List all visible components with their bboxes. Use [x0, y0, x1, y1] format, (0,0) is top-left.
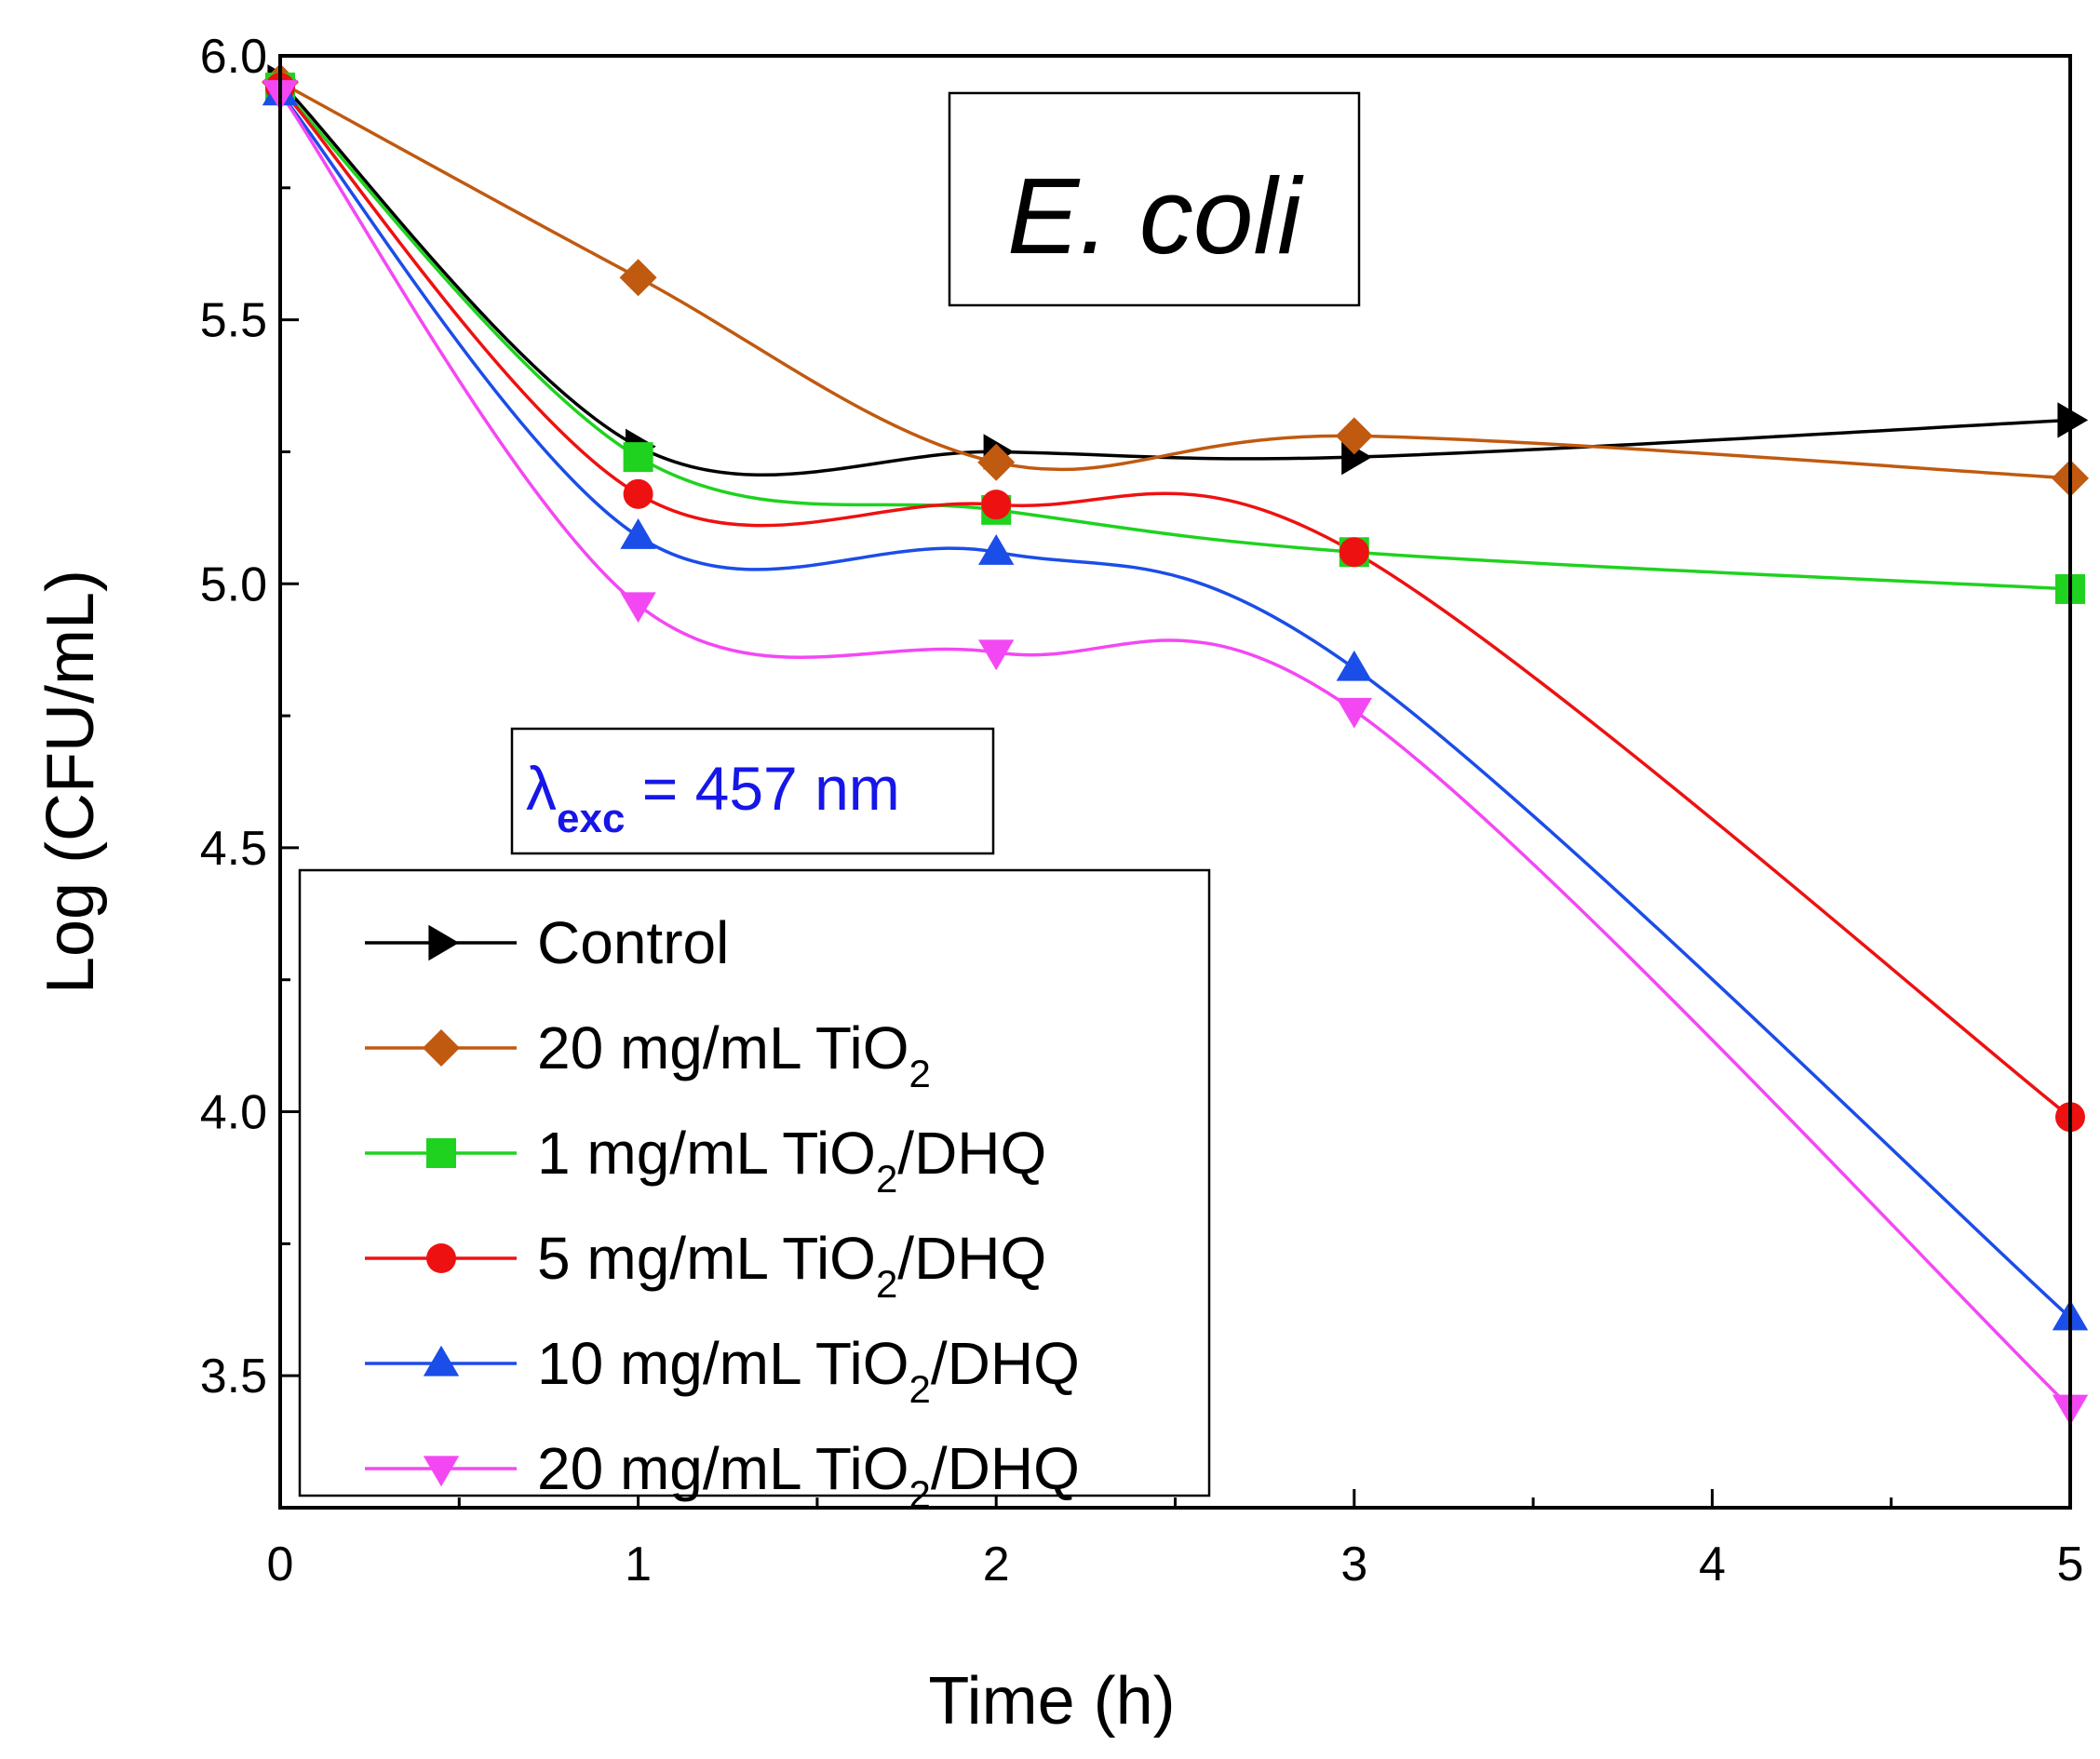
- y-tick-label: 5.0: [200, 557, 267, 611]
- data-point: [978, 639, 1015, 671]
- y-axis-title: Log (CFU/mL): [34, 570, 108, 994]
- excitation-label: λexc = 457 nm: [526, 754, 900, 841]
- data-point: [2057, 402, 2089, 438]
- title-box: E. coli: [948, 91, 1361, 307]
- legend-label: 20 mg/mL TiO2/DHQ: [537, 1435, 1080, 1516]
- data-point: [619, 259, 657, 297]
- y-tick-label: 4.5: [200, 822, 267, 876]
- axis-ticks: 0 1 2 3 4 5 3.5 4.0 4.5 5.0 5.5 6.0: [200, 30, 2084, 1591]
- legend: Control 20 mg/mL TiO2 1 mg/mL TiO2/DHQ 5 mg…: [298, 868, 1211, 1516]
- legend-marker: [426, 1138, 456, 1168]
- y-tick-label: 4.0: [200, 1086, 267, 1140]
- x-tick-label: 3: [1340, 1537, 1367, 1591]
- legend-item: 20 mg/mL TiO2: [365, 1014, 931, 1095]
- data-point: [623, 442, 653, 473]
- legend-label: 20 mg/mL TiO2: [537, 1014, 931, 1095]
- legend-label: Control: [537, 909, 729, 976]
- legend-marker: [428, 924, 460, 961]
- excitation-value: = 457 nm: [625, 754, 899, 823]
- legend-item: 20 mg/mL TiO2/DHQ: [365, 1435, 1080, 1516]
- excitation-box-frame: [510, 727, 995, 855]
- chart-title: E. coli: [1007, 155, 1304, 276]
- x-tick-label: 2: [983, 1537, 1010, 1591]
- x-tick-label: 5: [2057, 1537, 2084, 1591]
- x-axis-title: Time (h): [928, 1664, 1175, 1739]
- data-point: [620, 518, 656, 549]
- legend-marker: [423, 1345, 460, 1376]
- data-point: [1336, 697, 1372, 729]
- data-point: [1339, 537, 1369, 568]
- y-tick-label: 5.5: [200, 294, 267, 348]
- legend-marker: [423, 1456, 460, 1487]
- data-point: [1335, 417, 1373, 455]
- data-point: [620, 592, 656, 624]
- legend-label: 1 mg/mL TiO2/DHQ: [537, 1120, 1046, 1201]
- lambda-symbol: λ: [526, 754, 557, 823]
- legend-marker: [426, 1243, 456, 1273]
- legend-label: 10 mg/mL TiO2/DHQ: [537, 1330, 1080, 1411]
- data-point: [978, 534, 1015, 565]
- excitation-annotation: λexc = 457 nm: [510, 727, 995, 855]
- legend-marker: [423, 1029, 460, 1067]
- x-tick-label: 1: [625, 1537, 652, 1591]
- legend-frame: [298, 868, 1211, 1497]
- data-point: [1336, 650, 1372, 681]
- legend-item: 5 mg/mL TiO2/DHQ: [365, 1225, 1046, 1306]
- x-tick-label: 0: [267, 1537, 294, 1591]
- series-line: [278, 86, 2072, 1119]
- legend-item: Control: [365, 909, 729, 976]
- series-line: [278, 91, 2072, 1409]
- data-point: [623, 478, 653, 509]
- series-line: [279, 80, 2071, 480]
- title-box-frame: [948, 91, 1361, 307]
- data-point: [981, 490, 1012, 520]
- series-line: [278, 91, 2072, 1320]
- legend-label: 5 mg/mL TiO2/DHQ: [537, 1225, 1046, 1306]
- legend-item: 1 mg/mL TiO2/DHQ: [365, 1120, 1046, 1201]
- legend-item: 10 mg/mL TiO2/DHQ: [365, 1330, 1080, 1411]
- y-tick-label: 6.0: [200, 30, 267, 84]
- lambda-subscript: exc: [557, 796, 625, 841]
- y-tick-label: 3.5: [200, 1349, 267, 1403]
- x-tick-label: 4: [1699, 1537, 1726, 1591]
- data-point: [977, 443, 1016, 481]
